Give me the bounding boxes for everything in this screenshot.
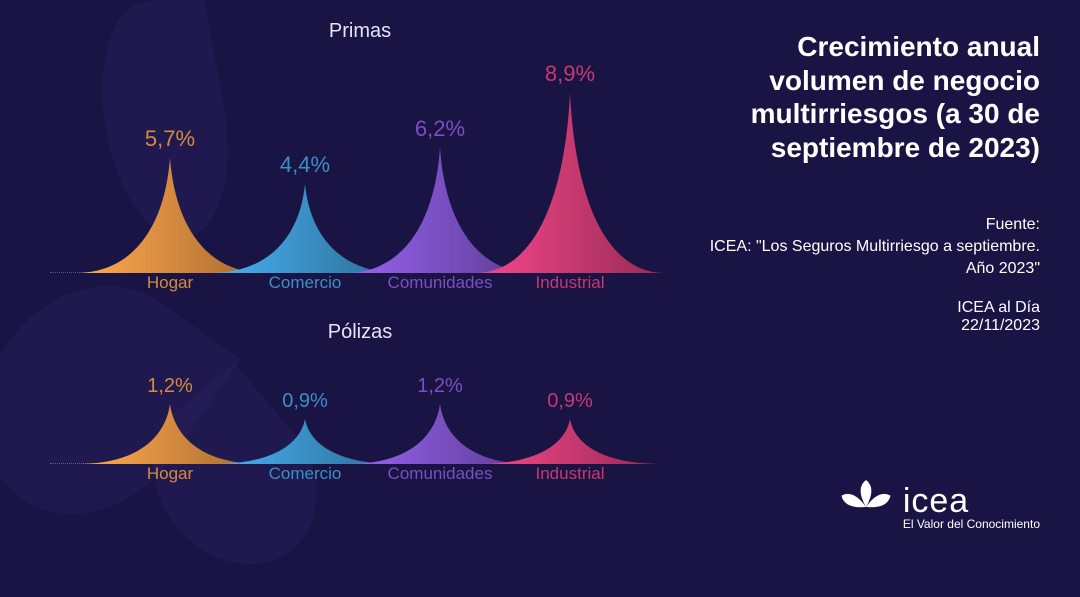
sub-line-1: ICEA al Día: [700, 299, 1040, 317]
right-text-column: Crecimiento anual volumen de negocio mul…: [700, 30, 1040, 335]
chart-0: 5,7% Hogar 4,4% Comercio 6,2% Comunidades 8,9%…: [50, 53, 650, 293]
logo-tagline: El Valor del Conocimiento: [903, 518, 1040, 530]
logo-name: icea: [903, 484, 1040, 518]
chart-value-label: 0,9%: [547, 390, 593, 413]
chart-value-label: 8,9%: [545, 61, 595, 87]
charts-column: Primas 5,7% Hogar 4,4% Comercio 6,2% Comunidad…: [50, 20, 670, 512]
chart-category-label: Industrial: [536, 273, 605, 293]
chart-value-label: 4,4%: [280, 152, 330, 178]
chart-category-label: Comunidades: [388, 273, 493, 293]
chart-category-label: Hogar: [147, 273, 193, 293]
source-label: Fuente:: [700, 214, 1040, 236]
chart-value-label: 0,9%: [282, 390, 328, 413]
source-text: ICEA: "Los Seguros Multirriesgo a septie…: [700, 236, 1040, 279]
headline: Crecimiento anual volumen de negocio mul…: [700, 30, 1040, 164]
chart-1: 1,2% Hogar 0,9% Comercio 1,2% Comunidades 0,9%…: [50, 354, 650, 484]
icea-logo: icea El Valor del Conocimiento: [839, 480, 1040, 534]
source-block: Fuente: ICEA: "Los Seguros Multirriesgo …: [700, 214, 1040, 279]
chart-category-label: Comercio: [269, 273, 342, 293]
chart-title: Primas: [50, 20, 670, 43]
chart-value-label: 6,2%: [415, 116, 465, 142]
icea-logo-mark-icon: [839, 480, 893, 534]
chart-category-label: Hogar: [147, 464, 193, 484]
chart-value-label: 1,2%: [147, 375, 193, 398]
chart-category-label: Comercio: [269, 464, 342, 484]
chart-value-label: 1,2%: [417, 375, 463, 398]
chart-category-label: Industrial: [536, 464, 605, 484]
sub-line-2: 22/11/2023: [700, 317, 1040, 335]
chart-title: Pólizas: [50, 321, 670, 344]
chart-peak: [478, 419, 662, 464]
chart-peak: [475, 93, 665, 273]
chart-value-label: 5,7%: [145, 126, 195, 152]
sub-block: ICEA al Día 22/11/2023: [700, 299, 1040, 335]
chart-category-label: Comunidades: [388, 464, 493, 484]
